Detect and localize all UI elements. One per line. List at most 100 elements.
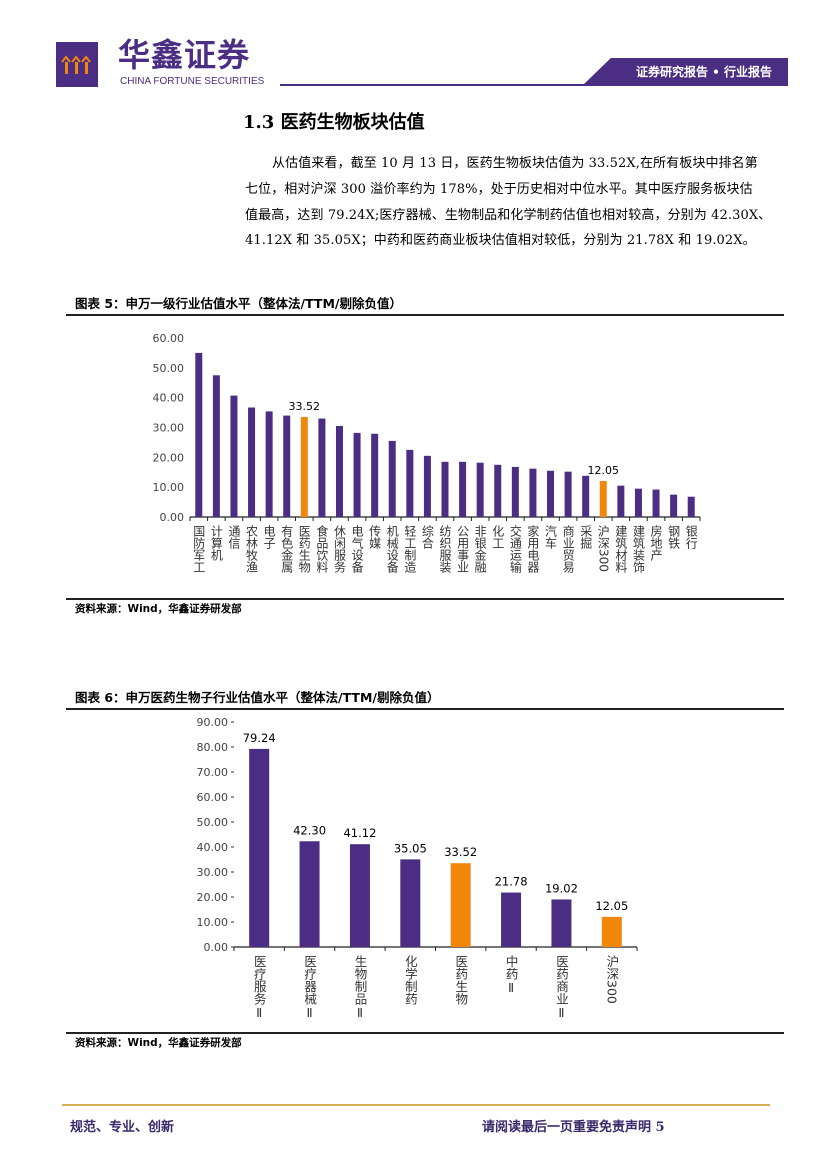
x-category-label: 化学制药 <box>403 955 418 1005</box>
bar <box>349 844 370 947</box>
bar <box>547 470 555 517</box>
x-category-label: 休闲服务 <box>332 525 346 573</box>
bar <box>601 916 622 947</box>
logo-english: CHINA FORTUNE SECURITIES <box>120 76 265 87</box>
bar <box>249 748 270 947</box>
bar <box>564 471 572 517</box>
bar <box>300 416 308 517</box>
bar <box>265 411 273 517</box>
x-category-label: 商业贸易 <box>561 524 575 574</box>
x-category-label: 食品饮料 <box>315 524 329 573</box>
x-category-label: 国防军工 <box>192 525 206 573</box>
x-category-label: 医药商业Ⅱ <box>554 955 569 1020</box>
x-category-label: 纺织服装 <box>438 525 452 574</box>
x-category-label: 电子 <box>262 525 276 549</box>
bar <box>450 863 471 947</box>
bar <box>511 466 519 517</box>
bar <box>551 899 572 947</box>
y-tick-label: 20.00 <box>153 451 185 464</box>
x-category-label: 汽车 <box>544 524 558 550</box>
x-category-label: 综合 <box>420 525 434 549</box>
chart-source: 资料来源：Wind，华鑫证券研发部 <box>75 1037 242 1049</box>
bar <box>400 859 421 947</box>
paragraph-line: 41.12X 和 35.05X；中药和医药商业板块估值相对较低，分别为 21.7… <box>245 233 756 248</box>
bar <box>318 418 326 517</box>
y-tick-label: 10.00 <box>153 481 185 494</box>
y-tick-label: 20.00 <box>197 891 229 904</box>
footer-slogan: 规范、专业、创新 <box>70 1120 175 1135</box>
y-tick-label: 30.00 <box>153 422 185 435</box>
y-tick-label: 60.00 <box>197 791 229 804</box>
data-label: 33.52 <box>289 400 321 413</box>
header-divider <box>280 84 780 86</box>
bar <box>283 415 291 517</box>
divider <box>66 1032 784 1034</box>
chart-source: 资料来源：Wind，华鑫证券研发部 <box>75 603 242 615</box>
bar <box>501 892 522 947</box>
x-category-label: 建筑装饰 <box>631 525 645 573</box>
x-category-label: 有色金属 <box>280 525 294 574</box>
footer-divider <box>62 1104 770 1106</box>
bar <box>195 352 203 517</box>
y-tick-label: 40.00 <box>153 392 185 405</box>
x-category-label: 农林牧渔 <box>245 525 259 573</box>
y-tick-label: 80.00 <box>197 741 229 754</box>
bar <box>599 481 607 517</box>
logo-mark <box>56 42 98 87</box>
x-category-label: 钢铁 <box>667 525 681 549</box>
bar <box>494 464 502 517</box>
x-category-label: 公用事业 <box>456 525 470 573</box>
bar <box>441 461 449 517</box>
x-category-label: 生物制品Ⅱ <box>352 955 367 1020</box>
y-tick-label: 10.00 <box>197 916 229 929</box>
bar <box>476 462 484 517</box>
bar <box>529 468 537 517</box>
bar <box>371 433 379 517</box>
x-category-label: 交通运输 <box>508 524 522 574</box>
footer-disclaimer: 请阅读最后一页重要免责声明 5 <box>482 1120 665 1135</box>
chart-title: 图表 5：申万一级行业估值水平（整体法/TTM/剔除负值） <box>75 296 402 311</box>
x-category-label: 医疗服务Ⅱ <box>252 955 267 1020</box>
y-tick-label: 0.00 <box>160 511 185 524</box>
data-label: 19.02 <box>545 881 578 895</box>
y-tick-label: 50.00 <box>197 816 229 829</box>
y-tick-label: 70.00 <box>197 766 229 779</box>
bar <box>299 841 320 947</box>
logo-name: 华鑫证券 <box>118 36 251 74</box>
bar <box>634 488 642 517</box>
x-category-label: 传媒 <box>368 524 382 549</box>
x-category-label: 采掘 <box>579 525 593 550</box>
x-category-label: 房地产 <box>649 524 663 562</box>
logo-flame-icon <box>61 55 91 74</box>
bar <box>670 494 678 517</box>
report-type-tab: 证券研究报告 • 行业报告 <box>582 58 788 86</box>
data-label: 21.78 <box>495 875 528 889</box>
bar <box>459 461 467 517</box>
bar <box>388 440 396 517</box>
x-category-label: 医药生物 <box>453 955 468 1006</box>
divider <box>66 314 784 316</box>
y-tick-label: 60.00 <box>153 332 185 345</box>
data-label: 41.12 <box>343 826 376 840</box>
bar <box>248 407 256 517</box>
section-title: 1.3 医药生物板块估值 <box>243 112 425 133</box>
data-label: 35.05 <box>394 841 427 855</box>
bar <box>582 475 590 517</box>
data-label: 79.24 <box>243 731 276 745</box>
x-category-label: 医药生物 <box>297 525 311 573</box>
bar <box>423 455 431 517</box>
x-category-label: 电气设备 <box>350 525 364 574</box>
bar <box>353 432 361 517</box>
data-label: 42.30 <box>293 823 326 837</box>
data-label: 12.05 <box>588 464 620 477</box>
y-tick-label: 30.00 <box>197 866 229 879</box>
bar <box>687 496 695 517</box>
y-tick-label: 90.00 <box>197 716 229 729</box>
x-category-label: 机械设备 <box>385 525 399 574</box>
x-category-label: 医疗器械Ⅱ <box>302 955 317 1020</box>
y-tick-label: 0.00 <box>204 941 229 954</box>
chart-industry-valuation: 0.00 10.00 20.00 30.00 40.00 50.00 60.00 国防军工 计算… <box>153 332 701 574</box>
paragraph-line: 七位，相对沪深 300 溢价率约为 178%，处于历史相对中位水平。其中医疗服务… <box>245 182 753 197</box>
data-label: 33.52 <box>444 845 477 859</box>
bar <box>652 489 660 517</box>
